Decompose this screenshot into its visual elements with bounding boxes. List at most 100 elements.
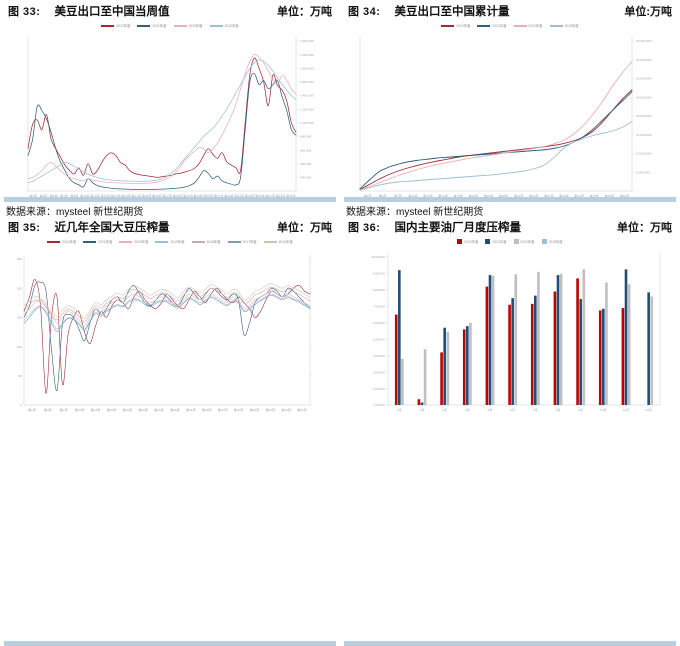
svg-text:第3周: 第3周 xyxy=(40,193,48,198)
figure-33-plot: 2,200,000 2,000,000 1,800,000 1,600,000 1,40… xyxy=(0,31,340,207)
legend-item: 2022年度 xyxy=(457,239,478,244)
svg-text:4,000.00: 4,000.00 xyxy=(373,354,385,358)
figure-36-title: 国内主要油厂月度压榨量 xyxy=(394,221,521,234)
svg-text:第25周: 第25周 xyxy=(484,193,494,198)
legend-label: 2019年度 xyxy=(548,240,563,244)
svg-text:1,000.00: 1,000.00 xyxy=(373,403,385,407)
svg-text:第43周: 第43周 xyxy=(245,193,255,198)
svg-text:第34周: 第34周 xyxy=(202,407,212,412)
legend-label: 2021年度 xyxy=(98,240,113,244)
figure-36-panel: 图 36: 国内主要油厂月度压榨量 单位：万吨 2022年度 2021年度 20… xyxy=(340,216,680,646)
svg-text:第49周: 第49周 xyxy=(605,193,615,198)
legend-item: 2021年度 xyxy=(137,23,166,28)
legend-swatch-icon xyxy=(549,24,563,27)
svg-text:第19周: 第19周 xyxy=(453,193,463,198)
svg-text:第25周: 第25周 xyxy=(152,193,162,198)
svg-text:8,000.00: 8,000.00 xyxy=(373,288,385,292)
svg-text:第4周: 第4周 xyxy=(379,193,387,198)
svg-text:第1周: 第1周 xyxy=(29,193,37,198)
svg-text:第31周: 第31周 xyxy=(514,193,524,198)
legend-swatch-icon xyxy=(209,24,223,27)
legend-item: 2020年度 xyxy=(513,23,543,28)
svg-text:30,000,000: 30,000,000 xyxy=(636,77,652,81)
svg-text:10,000,000: 10,000,000 xyxy=(636,152,652,156)
panel-divider xyxy=(344,197,676,202)
legend-item: 2020年度 xyxy=(513,239,535,244)
svg-text:第40周: 第40周 xyxy=(559,193,569,198)
svg-text:6月: 6月 xyxy=(510,408,515,412)
svg-text:150: 150 xyxy=(17,316,22,320)
svg-text:第46周: 第46周 xyxy=(589,193,599,198)
svg-text:10,000.00: 10,000.00 xyxy=(371,255,385,259)
svg-text:第19周: 第19周 xyxy=(121,193,131,198)
figure-35-plot: 250 200 150 100 50 0 第1周 第4周 第7周 第10周 第13周 第16周 第19周… xyxy=(0,247,340,423)
svg-text:第13周: 第13周 xyxy=(90,193,100,198)
svg-text:第21周: 第21周 xyxy=(131,193,141,198)
legend-label: 2022年度 xyxy=(464,240,479,244)
svg-text:第33周: 第33周 xyxy=(193,193,203,198)
legend-swatch-icon xyxy=(457,239,463,244)
svg-text:第16周: 第16周 xyxy=(438,193,448,198)
svg-text:第4周: 第4周 xyxy=(44,407,52,412)
svg-text:40,000,000: 40,000,000 xyxy=(636,39,652,43)
svg-text:第9周: 第9周 xyxy=(70,193,78,198)
legend-label: 2018年度 xyxy=(206,240,221,244)
legend-item: 2019年度 xyxy=(209,23,239,28)
legend-label: 2016年度 xyxy=(278,240,293,244)
source-text: 数据来源：mysteel 新世纪期货 xyxy=(346,207,484,218)
legend-swatch-icon xyxy=(101,24,115,27)
svg-text:第31周: 第31周 xyxy=(186,407,196,412)
legend-swatch-icon xyxy=(173,24,187,27)
figure-36-plot: 10,000.00 9,000.00 8,000.00 7,000.00 6,000.0… xyxy=(340,247,680,423)
svg-text:100: 100 xyxy=(17,345,22,349)
svg-text:7月: 7月 xyxy=(533,408,538,412)
legend-item: 2017年度 xyxy=(227,239,257,244)
svg-text:3月: 3月 xyxy=(442,408,447,412)
legend-swatch-icon xyxy=(541,239,547,244)
svg-text:50: 50 xyxy=(19,374,23,378)
legend-item: 2019年度 xyxy=(541,239,563,244)
legend-label: 2017年度 xyxy=(242,240,257,244)
svg-text:第22周: 第22周 xyxy=(138,407,148,412)
svg-text:0: 0 xyxy=(20,403,22,407)
legend-label: 2022年度 xyxy=(62,240,77,244)
svg-text:第11周: 第11周 xyxy=(80,193,89,198)
svg-text:第27周: 第27周 xyxy=(162,193,172,198)
svg-text:200: 200 xyxy=(17,286,22,290)
svg-text:1,400,000: 1,400,000 xyxy=(300,94,314,98)
svg-text:12月: 12月 xyxy=(645,408,652,412)
svg-text:1月: 1月 xyxy=(397,408,402,412)
figure-35-number: 图 35: xyxy=(8,221,41,234)
svg-text:第45周: 第45周 xyxy=(255,193,265,198)
legend-swatch-icon xyxy=(263,240,277,243)
figure-36-unit: 单位：万吨 xyxy=(617,221,672,234)
svg-text:35,000,000: 35,000,000 xyxy=(636,58,652,62)
svg-text:7,000.00: 7,000.00 xyxy=(373,305,385,309)
legend-swatch-icon xyxy=(191,240,205,243)
legend-label: 2021年度 xyxy=(152,24,167,28)
figure-33-source: 数据来源：mysteel 新世纪期货 xyxy=(6,203,143,218)
legend-swatch-icon xyxy=(513,24,527,27)
svg-text:第13周: 第13周 xyxy=(423,193,433,198)
legend-swatch-icon xyxy=(137,24,151,27)
legend-item: 2020年度 xyxy=(119,239,148,244)
svg-text:第28周: 第28周 xyxy=(499,193,509,198)
legend-label: 2021年度 xyxy=(492,24,507,28)
legend-label: 2019年度 xyxy=(170,240,185,244)
svg-text:1,800,000: 1,800,000 xyxy=(300,66,314,70)
svg-text:-: - xyxy=(300,189,301,193)
figure-34-legend: 2022年度 2021年度 2020年度 2019年度 xyxy=(340,20,680,31)
legend-item: 2021年度 xyxy=(477,23,506,28)
figure-34-panel: 图 34: 美豆出口至中国累计量 单位:万吨 2022年度 2021年度 202… xyxy=(340,0,680,218)
legend-item: 2018年度 xyxy=(191,239,221,244)
svg-text:2,200,000: 2,200,000 xyxy=(300,39,314,43)
svg-text:9月: 9月 xyxy=(578,408,583,412)
figure-33-number: 图 33: xyxy=(8,5,41,18)
svg-text:11月: 11月 xyxy=(623,408,629,412)
svg-text:第1周: 第1周 xyxy=(364,193,372,198)
figure-33-unit: 单位：万吨 xyxy=(277,5,332,18)
legend-item: 2016年度 xyxy=(263,239,293,244)
svg-text:5,000,000: 5,000,000 xyxy=(636,170,650,174)
figure-33-panel: 图 33: 美豆出口至中国当周值 单位：万吨 2022年度 2021年度 202… xyxy=(0,0,340,218)
svg-text:400,000: 400,000 xyxy=(300,162,311,166)
